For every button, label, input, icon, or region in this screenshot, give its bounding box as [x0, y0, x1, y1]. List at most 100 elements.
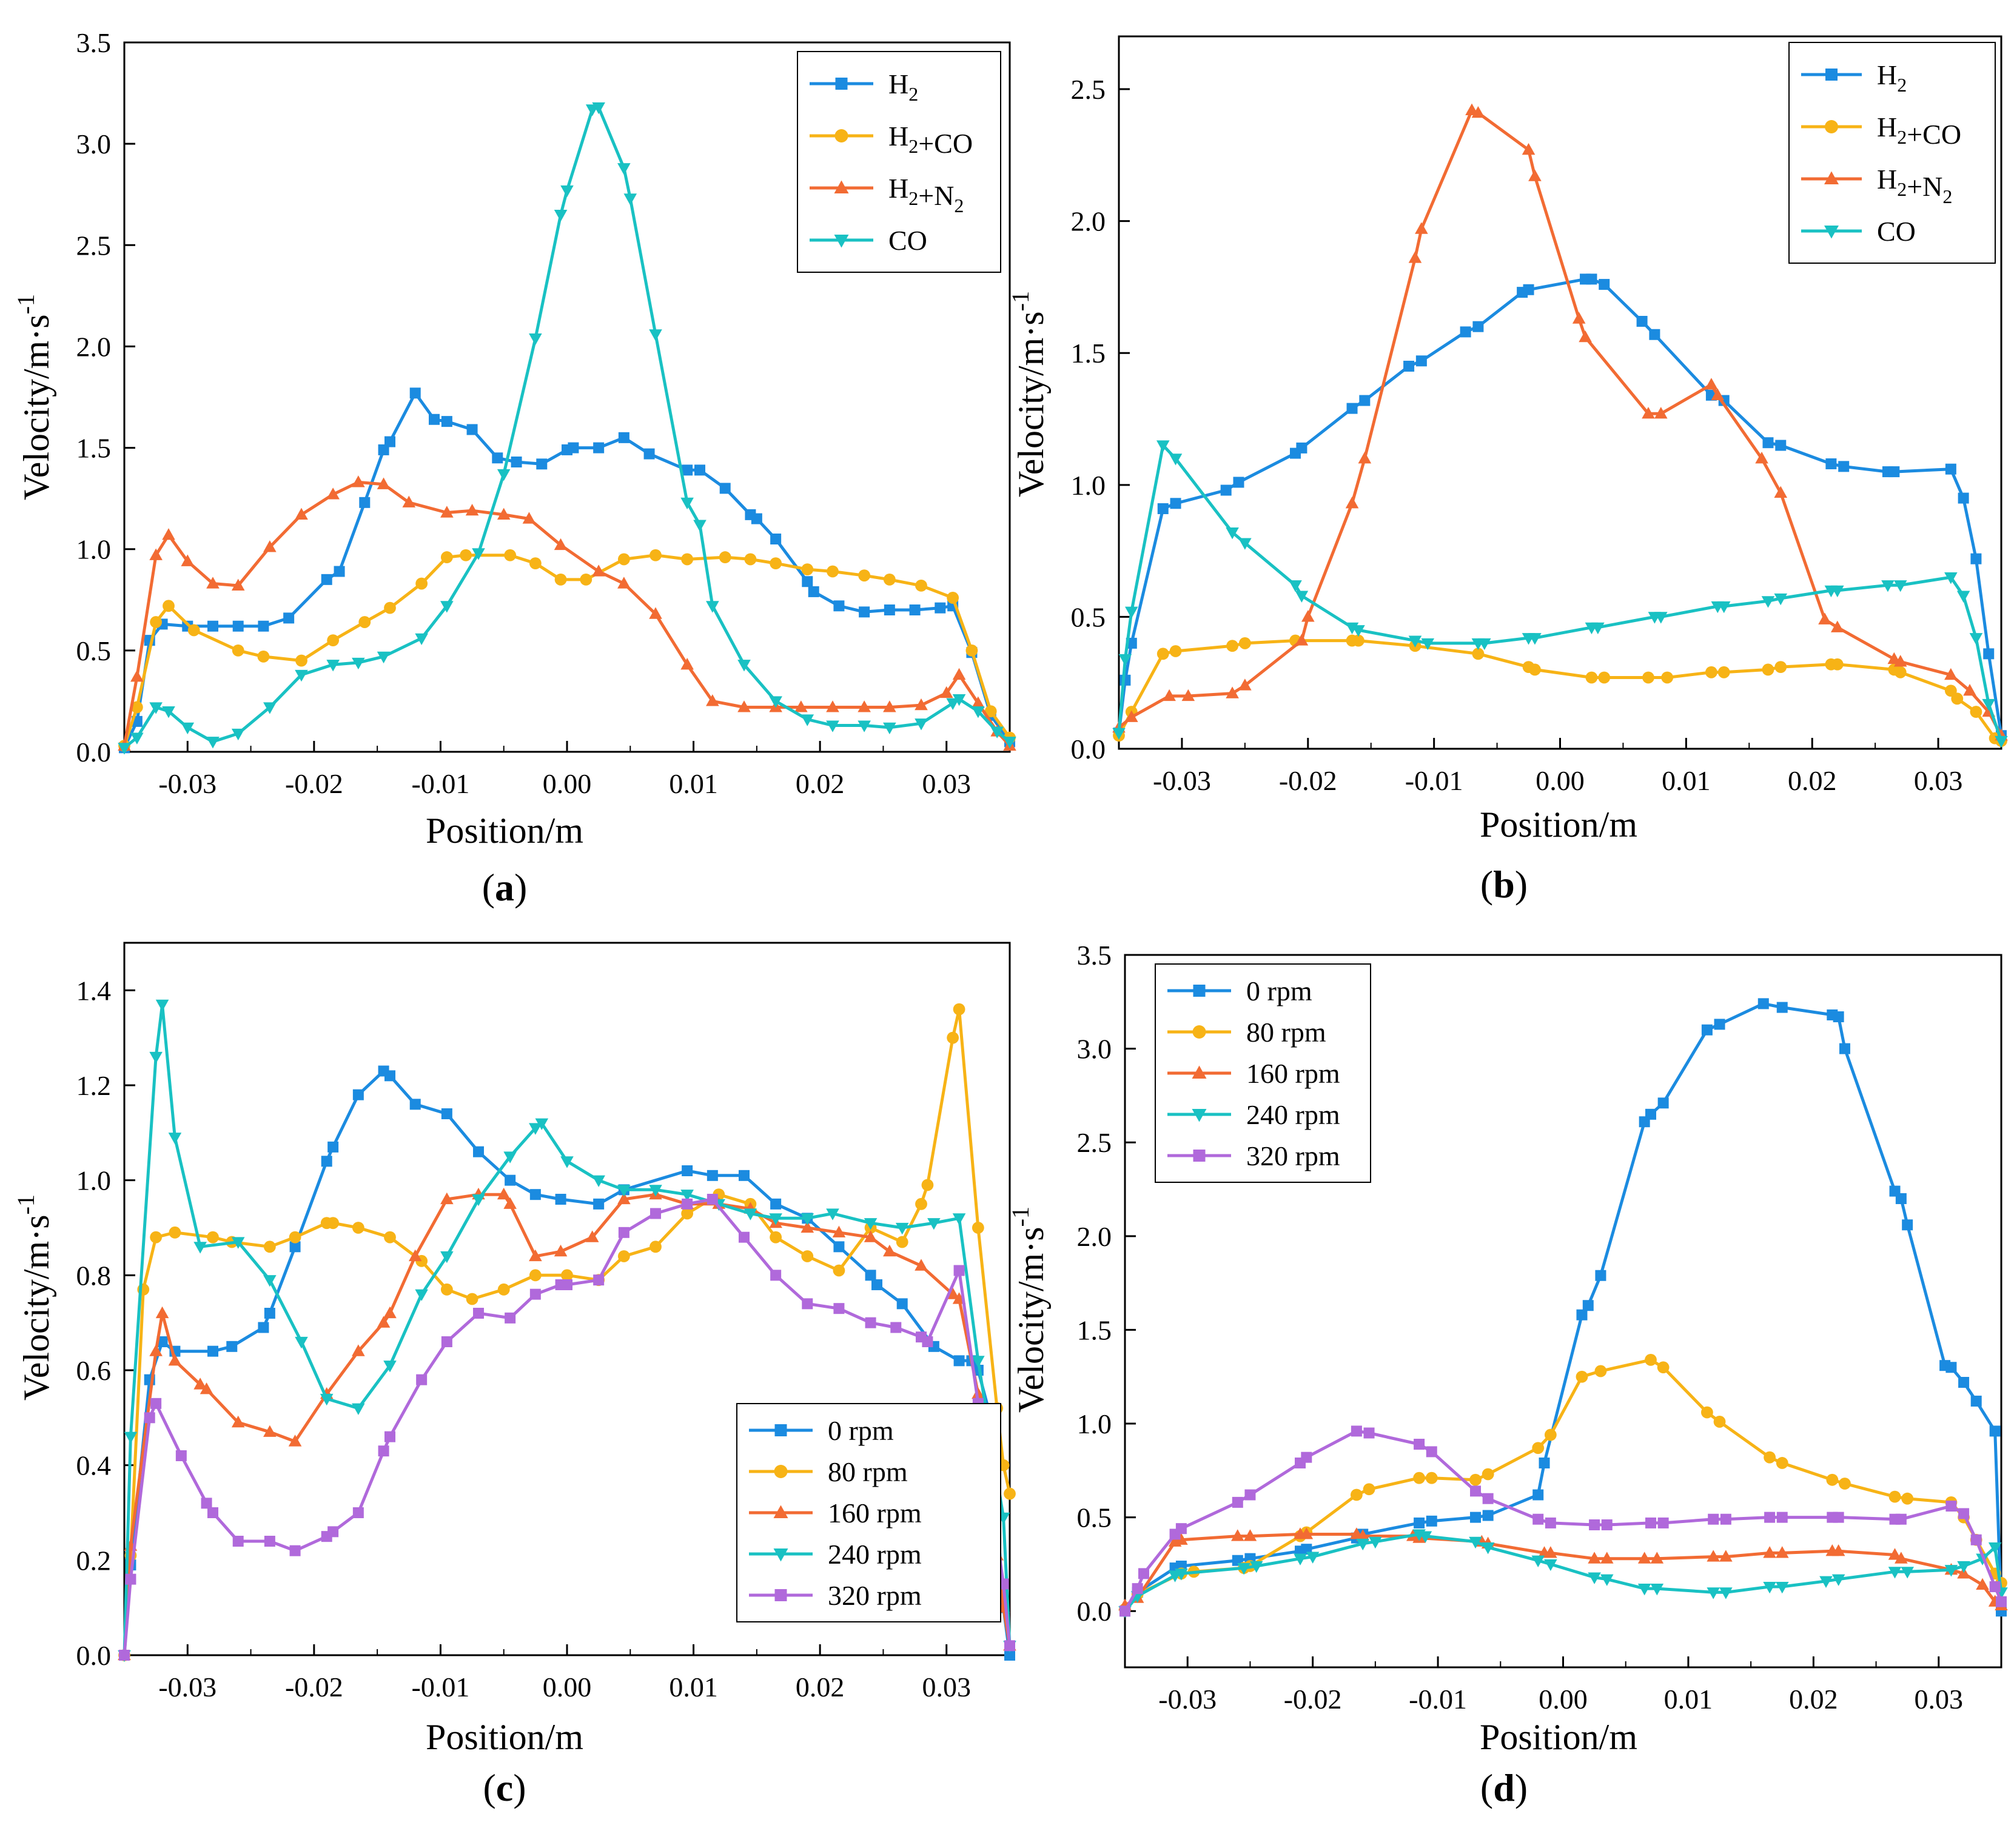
- data-point: [492, 452, 503, 464]
- series-b-0[interactable]: [1113, 273, 2007, 742]
- data-point: [883, 1244, 896, 1257]
- data-point: [1976, 1578, 1989, 1590]
- data-point: [320, 1393, 334, 1406]
- legend-marker: [1192, 1065, 1207, 1079]
- data-point: [707, 1194, 718, 1205]
- legend-label-part: +N: [1907, 171, 1942, 202]
- data-point: [529, 1269, 542, 1282]
- legend-label: CO: [1877, 216, 1916, 247]
- legend-label: H2+CO: [1877, 112, 1961, 150]
- data-point: [593, 1198, 605, 1210]
- data-point: [472, 1194, 485, 1207]
- x-tick-label: 0.03: [1914, 765, 1963, 796]
- data-point: [1600, 1552, 1614, 1564]
- y-axis-label-main: Velocity/m·s: [16, 314, 56, 500]
- data-point: [1532, 1513, 1544, 1525]
- series-d-4[interactable]: [1119, 1425, 2007, 1617]
- data-point: [1482, 1510, 1494, 1521]
- data-point: [560, 1156, 574, 1168]
- legend-marker: [1193, 1150, 1206, 1162]
- series-d-3[interactable]: [1118, 1529, 2008, 1618]
- data-point: [149, 548, 163, 560]
- data-point: [592, 1175, 605, 1187]
- series-b-2[interactable]: [1112, 103, 2008, 741]
- data-point: [1356, 1529, 1370, 1541]
- panel-caption-close: ): [1515, 863, 1528, 906]
- data-point: [649, 329, 662, 341]
- data-point: [206, 737, 220, 749]
- data-point: [1893, 655, 1907, 667]
- data-point: [1175, 1568, 1188, 1581]
- data-point: [1425, 1471, 1438, 1484]
- data-point: [896, 1298, 908, 1310]
- x-tick-label: -0.01: [1409, 1684, 1467, 1715]
- data-point: [352, 475, 365, 487]
- data-point: [358, 616, 371, 628]
- series-line[interactable]: [123, 1070, 1012, 1656]
- data-point: [441, 416, 452, 427]
- legend-label-part: 160 rpm: [1246, 1058, 1340, 1089]
- series-line[interactable]: [1117, 444, 2003, 742]
- series-line[interactable]: [1118, 109, 2003, 737]
- data-point: [947, 592, 959, 604]
- data-point: [1970, 1534, 1982, 1545]
- data-point: [150, 616, 163, 628]
- data-point: [1414, 1517, 1425, 1528]
- data-point: [946, 1287, 959, 1299]
- series-a-3[interactable]: [118, 102, 1016, 755]
- legend-label-part: H: [888, 173, 908, 204]
- data-point: [883, 700, 896, 712]
- data-point: [1470, 1512, 1481, 1523]
- data-point: [1408, 635, 1422, 648]
- data-point: [1358, 452, 1372, 464]
- data-point: [1989, 1581, 2001, 1593]
- y-axis-label-exponent: -1: [1007, 1207, 1034, 1227]
- data-point: [1838, 461, 1850, 472]
- data-point: [441, 1336, 452, 1347]
- series-c-3[interactable]: [118, 999, 1016, 1662]
- legend-label: 240 rpm: [828, 1539, 922, 1570]
- series-a-2[interactable]: [118, 475, 1016, 751]
- series-a-1[interactable]: [118, 549, 1016, 752]
- data-point: [1989, 1425, 2001, 1437]
- data-point: [1600, 1574, 1614, 1586]
- data-point: [1654, 407, 1668, 419]
- series-c-4[interactable]: [119, 1194, 1015, 1661]
- data-point: [952, 668, 966, 680]
- chart-panel-b: -0.03 -0.02 -0.01 0.00 0.01 0.02 0.03 0.0 0.5 1.0…: [1007, 35, 2008, 906]
- data-point: [1112, 728, 1126, 740]
- data-point: [554, 573, 567, 586]
- data-point: [384, 1231, 396, 1244]
- data-point: [1944, 668, 1958, 680]
- legend-label-part: 320 rpm: [1246, 1140, 1340, 1171]
- data-point: [990, 726, 1004, 738]
- data-point: [1700, 1406, 1713, 1419]
- series-b-3[interactable]: [1112, 440, 2008, 748]
- data-point: [1232, 1496, 1243, 1508]
- data-point: [1306, 1552, 1320, 1564]
- data-point: [864, 1230, 878, 1242]
- data-point: [1118, 654, 1132, 666]
- data-point: [953, 1355, 965, 1367]
- data-point: [263, 702, 277, 714]
- panel-caption-letter: a: [495, 866, 514, 909]
- y-tick-label: 1.5: [76, 433, 112, 464]
- data-point: [1957, 1561, 1970, 1573]
- x-tick-label: 0.01: [1664, 1684, 1713, 1715]
- data-point: [416, 1374, 428, 1385]
- data-point: [295, 669, 308, 682]
- data-point: [378, 1445, 389, 1457]
- data-point: [1958, 1508, 1970, 1519]
- data-point: [833, 1303, 845, 1314]
- data-point: [1642, 671, 1654, 684]
- series-b-1[interactable]: [1113, 634, 2007, 747]
- data-point: [770, 1270, 782, 1281]
- data-point: [769, 696, 782, 708]
- data-point: [1895, 1193, 1907, 1204]
- x-tick-label: 0.02: [1789, 1684, 1838, 1715]
- data-point: [1469, 1536, 1482, 1549]
- data-point: [264, 1308, 275, 1319]
- data-point: [1995, 735, 2008, 748]
- legend-label: H2: [1877, 59, 1907, 96]
- data-point: [409, 387, 421, 399]
